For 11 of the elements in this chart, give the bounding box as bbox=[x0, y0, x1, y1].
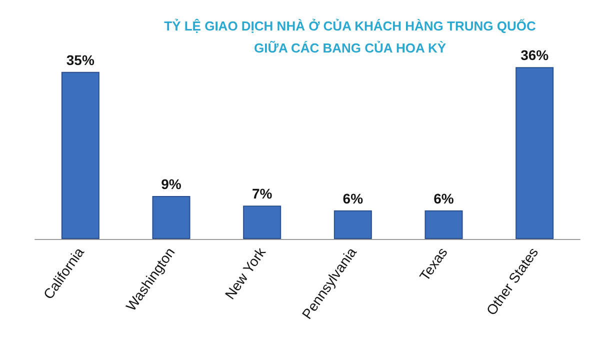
data-label: 7% bbox=[252, 186, 273, 202]
bar bbox=[424, 210, 463, 239]
data-label: 6% bbox=[434, 190, 454, 206]
bar bbox=[516, 67, 554, 239]
bar bbox=[152, 196, 190, 239]
data-label: 6% bbox=[342, 190, 364, 206]
bar bbox=[243, 206, 282, 239]
data-label: 9% bbox=[161, 176, 182, 192]
data-label: 35% bbox=[66, 52, 95, 68]
bar bbox=[61, 72, 100, 239]
bar bbox=[334, 210, 372, 239]
